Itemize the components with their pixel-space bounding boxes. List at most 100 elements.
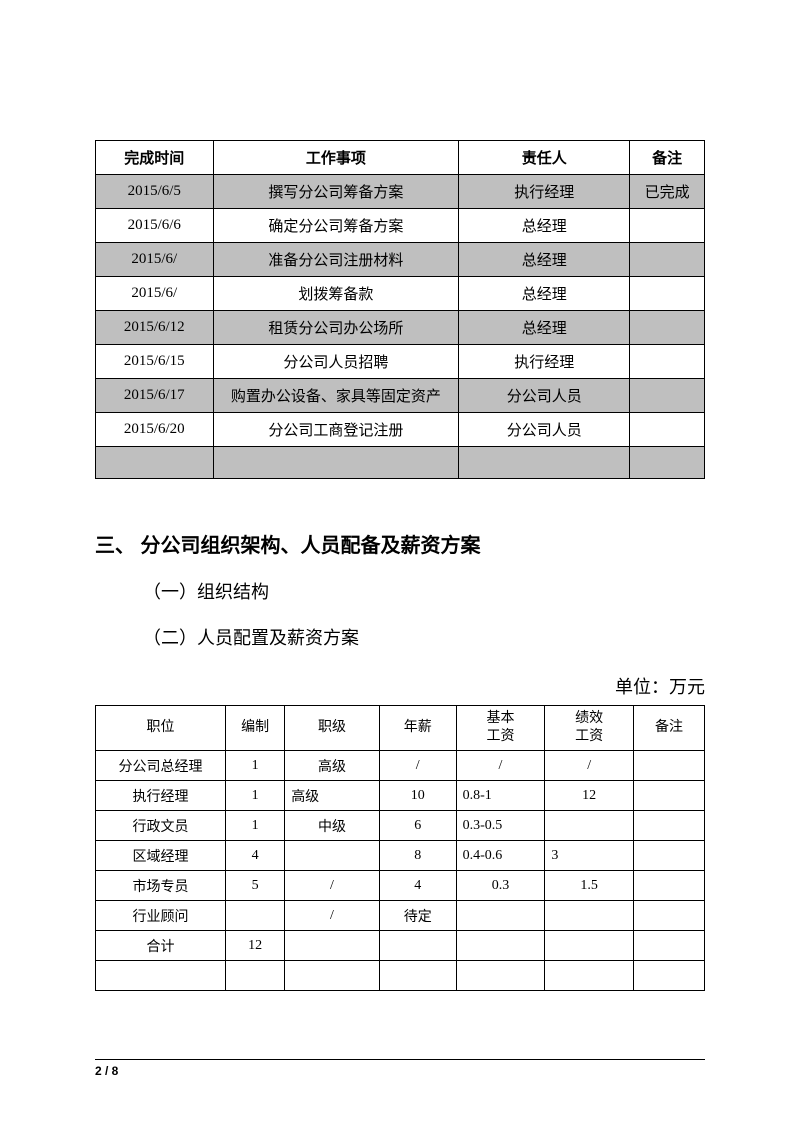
header-position: 职位 [96,705,226,750]
cell-salary [379,931,456,961]
header-task: 工作事项 [213,141,459,175]
table-row: 2015/6/准备分公司注册材料总经理 [96,243,705,277]
table-row: 行业顾问/待定 [96,901,705,931]
header-note: 备注 [630,141,705,175]
cell-date: 2015/6/20 [96,413,214,447]
cell-salary: 6 [379,811,456,841]
cell-base [456,901,545,931]
unit-label: 单位：万元 [95,673,705,699]
cell-note [630,209,705,243]
cell-base [456,931,545,961]
cell-date: 2015/6/6 [96,209,214,243]
cell-perf [545,811,634,841]
cell-level [285,931,380,961]
header-count: 编制 [226,705,285,750]
table-row: 执行经理1高级100.8-112 [96,781,705,811]
cell-perf: 3 [545,841,634,871]
table-row: 合计12 [96,931,705,961]
cell-count: 1 [226,781,285,811]
cell-pos: 区域经理 [96,841,226,871]
table-row: 2015/6/15分公司人员招聘执行经理 [96,345,705,379]
cell-count [226,961,285,991]
cell-base: / [456,751,545,781]
cell-note [634,961,705,991]
cell-date: 2015/6/15 [96,345,214,379]
cell-person: 总经理 [459,209,630,243]
table-row: 2015/6/划拨筹备款总经理 [96,277,705,311]
cell-task [213,447,459,479]
table-row: 2015/6/17购置办公设备、家具等固定资产分公司人员 [96,379,705,413]
page-number: 2 / 8 [95,1064,118,1078]
cell-salary: 8 [379,841,456,871]
cell-perf: 1.5 [545,871,634,901]
cell-pos: 执行经理 [96,781,226,811]
cell-note: 已完成 [630,175,705,209]
cell-task: 确定分公司筹备方案 [213,209,459,243]
cell-level: 高级 [285,781,380,811]
cell-level: / [285,871,380,901]
cell-salary: 10 [379,781,456,811]
cell-person [459,447,630,479]
cell-person: 总经理 [459,311,630,345]
cell-level: / [285,901,380,931]
cell-count: 1 [226,811,285,841]
cell-date [96,447,214,479]
table-row: 2015/6/12租赁分公司办公场所总经理 [96,311,705,345]
subsection-1: （一）组织结构 [143,576,705,608]
table-row: 2015/6/5撰写分公司筹备方案执行经理已完成 [96,175,705,209]
cell-person: 分公司人员 [459,379,630,413]
cell-note [634,931,705,961]
cell-salary: 待定 [379,901,456,931]
cell-person: 分公司人员 [459,413,630,447]
cell-pos: 市场专员 [96,871,226,901]
cell-salary [379,961,456,991]
cell-count: 1 [226,751,285,781]
table-row [96,961,705,991]
header-base: 基本工资 [456,705,545,750]
cell-note [630,413,705,447]
cell-task: 准备分公司注册材料 [213,243,459,277]
cell-person: 执行经理 [459,175,630,209]
cell-count: 12 [226,931,285,961]
cell-task: 购置办公设备、家具等固定资产 [213,379,459,413]
cell-base: 0.3 [456,871,545,901]
cell-count [226,901,285,931]
cell-date: 2015/6/12 [96,311,214,345]
cell-perf [545,901,634,931]
cell-note [634,841,705,871]
table-header-row: 完成时间 工作事项 责任人 备注 [96,141,705,175]
cell-note [630,277,705,311]
cell-perf [545,931,634,961]
cell-base: 0.3-0.5 [456,811,545,841]
cell-perf: 12 [545,781,634,811]
cell-date: 2015/6/17 [96,379,214,413]
section-heading: 三、 分公司组织架构、人员配备及薪资方案 [95,529,705,558]
cell-level [285,961,380,991]
header-note: 备注 [634,705,705,750]
table-row: 2015/6/20分公司工商登记注册分公司人员 [96,413,705,447]
table-row: 区域经理480.4-0.63 [96,841,705,871]
cell-task: 分公司人员招聘 [213,345,459,379]
header-date: 完成时间 [96,141,214,175]
cell-base [456,961,545,991]
subsection-2: （二）人员配置及薪资方案 [143,622,705,654]
cell-pos [96,961,226,991]
cell-salary: 4 [379,871,456,901]
table-row [96,447,705,479]
staffing-table: 职位 编制 职级 年薪 基本工资 绩效工资 备注 分公司总经理1高级///执行经… [95,705,705,991]
cell-base: 0.4-0.6 [456,841,545,871]
cell-date: 2015/6/5 [96,175,214,209]
cell-count: 5 [226,871,285,901]
page-footer: 2 / 8 [95,1059,705,1078]
cell-level: 高级 [285,751,380,781]
cell-base: 0.8-1 [456,781,545,811]
cell-perf: / [545,751,634,781]
header-salary: 年薪 [379,705,456,750]
cell-pos: 行政文员 [96,811,226,841]
cell-note [630,345,705,379]
cell-note [634,781,705,811]
table-row: 行政文员1中级60.3-0.5 [96,811,705,841]
cell-note [630,243,705,277]
cell-date: 2015/6/ [96,243,214,277]
table-row: 市场专员5/40.31.5 [96,871,705,901]
